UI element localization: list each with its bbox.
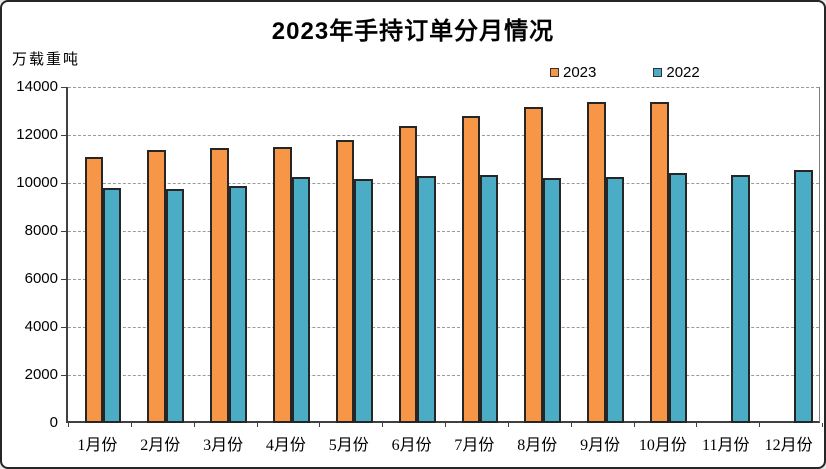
x-label-10月份: 10月份 [638,437,687,454]
gridline-10000 [68,183,819,184]
legend-swatch-2022 [653,68,663,77]
chart-title: 2023年手持订单分月情况 [271,18,555,45]
x-label-12月份: 12月份 [764,437,813,454]
x-label-3月份: 3月份 [203,437,244,454]
x-tick-12 [759,423,761,427]
x-tick-1 [68,423,69,427]
bar-2023-7月份 [461,116,481,423]
bar-2022-1月份 [103,187,122,423]
y-tick-2000 [61,375,68,376]
y-tick-label-6000: 6000 [24,270,58,287]
x-tick-end [822,423,823,427]
gridline-8000 [68,231,819,232]
bar-2023-9月份 [587,101,606,423]
y-tick-4000 [61,327,68,328]
plot-area [61,87,823,427]
bar-2023-4月份 [273,146,292,423]
y-tick-label-12000: 12000 [16,126,58,143]
y-tick-label-8000: 8000 [24,222,58,239]
x-tick-9 [570,423,572,427]
gridline-14000 [68,87,819,88]
legend-item-2022: 2022 [653,64,700,81]
bar-2023-2月份 [147,150,166,423]
bar-2022-12月份 [794,169,813,423]
y-tick-12000 [61,135,68,136]
y-tick-10000 [61,183,68,184]
bar-2023-1月份 [84,157,104,423]
bar-2023-6月份 [398,125,418,423]
bar-2022-6月份 [417,176,436,423]
x-label-11月份: 11月份 [702,437,750,454]
x-label-2月份: 2月份 [140,437,181,454]
bar-2022-8月份 [542,178,562,423]
bar-2023-5月份 [335,139,355,423]
x-tick-3 [193,423,195,427]
bar-2022-2月份 [165,188,185,423]
legend: 2023 2022 [550,64,700,81]
y-tick-label-4000: 4000 [24,318,58,335]
bar-2023-3月份 [210,148,229,423]
gridline-6000 [68,279,819,280]
x-tick-7 [445,423,446,427]
x-label-8月份: 8月份 [517,437,558,454]
bar-2022-3月份 [228,185,248,423]
x-axis-labels: 1月份 2月份 3月份 4月份 5月份 6月份 7月份 8月份 9月份 10月份 11月份 12月份 [66,431,820,454]
x-label-6月份: 6月份 [391,437,432,454]
y-tick-label-2000: 2000 [24,366,58,383]
bar-2022-9月份 [605,176,625,423]
y-tick-8000 [61,231,68,232]
y-tick-14000 [61,87,68,88]
legend-swatch-2023 [550,68,559,77]
bar-2023-8月份 [524,107,543,423]
x-label-7月份: 7月份 [454,437,495,454]
bar-2022-10月份 [668,173,687,423]
gridline-12000 [68,135,819,136]
y-tick-label-10000: 10000 [16,174,58,191]
y-axis-unit-label: 万载重吨 [12,51,81,68]
x-tick-10 [633,423,635,427]
y-tick-6000 [61,279,68,280]
x-tick-11 [696,423,698,427]
x-tick-5 [319,423,321,427]
x-label-9月份: 9月份 [580,437,621,454]
x-tick-8 [507,423,509,427]
x-label-5月份: 5月份 [328,437,369,454]
x-tick-6 [382,423,384,427]
x-tick-4 [256,423,258,427]
y-tick-label-14000: 14000 [16,78,58,95]
x-label-4月份: 4月份 [265,437,306,454]
bar-2023-10月份 [650,101,669,423]
gridline-2000 [68,375,819,376]
y-axis-labels: 0 2000 4000 6000 8000 10000 12000 14000 [2,78,58,431]
bar-2022-7月份 [480,175,499,423]
x-label-1月份: 1月份 [77,437,118,454]
legend-label-2023: 2023 [563,64,597,81]
x-tick-2 [130,423,132,427]
bar-2022-5月份 [354,179,373,423]
legend-item-2023: 2023 [550,64,596,81]
bar-2022-4月份 [291,177,310,423]
gridline-4000 [68,327,819,328]
legend-label-2022: 2022 [666,64,700,81]
bar-2022-11月份 [731,174,750,423]
y-tick-label-0: 0 [49,414,58,431]
